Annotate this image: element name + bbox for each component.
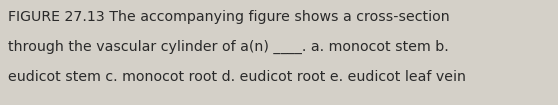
Text: FIGURE 27.13 The accompanying figure shows a cross-section: FIGURE 27.13 The accompanying figure sho… <box>8 10 450 24</box>
Text: through the vascular cylinder of a(n) ____. a. ​monocot stem b.: through the vascular cylinder of a(n) __… <box>8 40 449 54</box>
Text: eudicot stem c. ​monocot root d. ​eudicot root e. ​eudicot leaf vein: eudicot stem c. ​monocot root d. ​eudico… <box>8 70 466 84</box>
